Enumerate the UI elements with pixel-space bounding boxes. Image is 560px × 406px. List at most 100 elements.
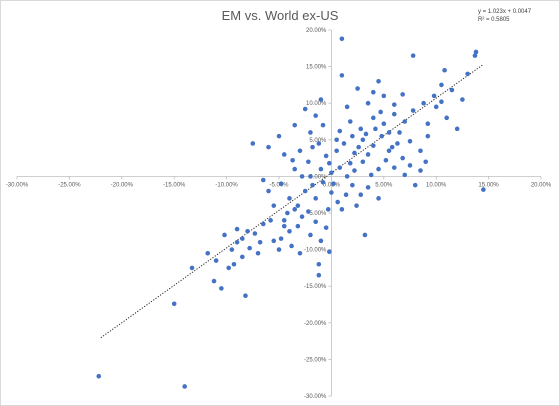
data-point	[96, 373, 102, 379]
data-point	[381, 121, 387, 126]
data-point	[171, 301, 177, 307]
data-point	[383, 157, 389, 163]
data-point	[412, 182, 418, 188]
data-point	[347, 119, 353, 124]
data-point	[313, 113, 318, 118]
trendline-path	[100, 63, 484, 339]
data-point	[255, 250, 261, 256]
data-point	[334, 137, 339, 143]
data-point	[281, 152, 287, 157]
data-point	[425, 133, 431, 139]
x-tick-label: -15.00%	[163, 182, 186, 188]
data-point	[278, 181, 284, 187]
data-point	[299, 214, 305, 219]
data-point	[182, 384, 187, 389]
data-point	[378, 109, 383, 115]
data-point	[334, 148, 339, 154]
axes	[16, 29, 542, 397]
y-tick-label: 0.00%	[309, 174, 327, 180]
data-point	[287, 196, 292, 201]
data-point	[290, 157, 295, 163]
data-point	[247, 245, 252, 251]
data-point	[260, 177, 266, 183]
x-tick-label: 15.00%	[478, 182, 499, 188]
x-tick-label: -20.00%	[111, 182, 134, 188]
data-point	[376, 166, 381, 172]
data-point	[360, 137, 366, 143]
data-point	[243, 293, 248, 299]
data-point	[320, 122, 326, 128]
data-point	[278, 236, 284, 241]
data-point	[460, 97, 465, 102]
y-tick-label: 5.00%	[309, 138, 327, 144]
data-point	[350, 133, 355, 139]
data-point	[337, 165, 343, 170]
data-points	[96, 36, 486, 389]
data-point	[407, 138, 413, 144]
data-point	[339, 36, 345, 42]
data-point	[292, 166, 298, 172]
data-point	[276, 247, 282, 252]
data-point	[308, 130, 313, 135]
data-point	[339, 73, 345, 78]
y-tick-label: 15.00%	[306, 65, 327, 71]
data-point	[266, 144, 271, 150]
data-point	[323, 153, 329, 159]
data-point	[295, 203, 301, 208]
data-point	[391, 111, 397, 117]
data-point	[292, 122, 298, 128]
data-point	[365, 152, 371, 157]
data-point	[229, 247, 235, 252]
data-point	[481, 187, 486, 192]
data-point	[442, 67, 447, 73]
data-point	[402, 119, 408, 124]
data-point	[325, 207, 331, 212]
y-tick-label: -10.00%	[304, 248, 327, 254]
data-point	[376, 196, 381, 201]
y-tick-label: 20.00%	[306, 28, 327, 34]
data-point	[418, 168, 423, 173]
data-point	[329, 190, 334, 195]
data-point	[397, 130, 402, 135]
data-point	[234, 226, 240, 232]
data-point	[316, 261, 322, 267]
data-point	[423, 159, 429, 165]
data-point	[358, 126, 364, 132]
data-point	[205, 250, 211, 256]
tick-labels: -30.00% -25.00% -20.00% -15.00% -10.00% -5.00…	[6, 28, 552, 400]
data-point	[391, 165, 397, 170]
data-point	[240, 254, 245, 260]
data-point	[329, 170, 334, 176]
data-point	[400, 155, 405, 161]
data-point	[211, 278, 217, 284]
data-point	[371, 89, 376, 95]
data-point	[331, 181, 336, 187]
x-tick-label: -10.00%	[215, 182, 238, 188]
x-tick-label: 5.00%	[375, 182, 393, 188]
data-point	[245, 229, 250, 234]
data-point	[352, 150, 357, 156]
data-point	[386, 130, 392, 135]
data-point	[285, 210, 290, 216]
data-point	[313, 196, 318, 201]
y-tick-label: -30.00%	[304, 394, 327, 400]
data-point	[354, 203, 359, 208]
data-point	[439, 82, 444, 88]
x-tick-label: -5.00%	[269, 182, 289, 188]
data-point	[425, 121, 431, 126]
data-point	[281, 223, 287, 229]
data-point	[365, 100, 371, 106]
data-point	[308, 174, 313, 179]
data-point	[299, 174, 305, 179]
data-point	[320, 179, 326, 185]
trendline-equation: y = 1.023x + 0.0047	[478, 9, 532, 15]
x-tick-label: -30.00%	[6, 182, 29, 188]
y-tick-label: -15.00%	[304, 284, 327, 290]
data-point	[352, 168, 357, 173]
data-point	[266, 188, 271, 194]
data-point	[410, 53, 416, 58]
data-point	[344, 174, 350, 179]
data-point	[189, 265, 195, 271]
